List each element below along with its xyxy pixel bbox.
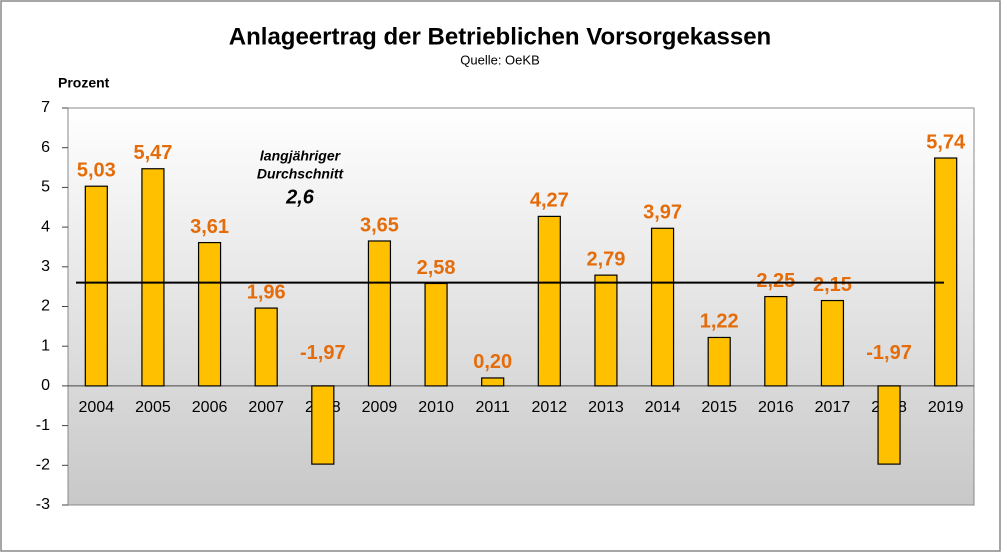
average-text: Durchschnitt [257,166,345,182]
value-label: 5,03 [77,159,116,181]
value-label: 2,15 [813,274,852,296]
bar [197,241,222,387]
x-tick-label: 2005 [135,399,171,416]
value-label: 2,58 [417,257,456,279]
y-tick-label: -1 [36,417,50,434]
x-tick-label: 2011 [475,399,510,416]
value-label: 4,27 [530,190,569,212]
value-label: 2,25 [756,270,795,292]
bar [311,385,335,465]
bar [537,215,561,387]
bar [934,157,958,387]
bar [877,385,901,465]
x-tick-label: 2010 [418,399,454,416]
x-tick-label: 2007 [248,399,284,416]
x-tick-label: 2004 [79,399,115,416]
value-label: 2,79 [586,248,625,270]
value-label: 3,65 [360,214,399,236]
value-label: 5,74 [926,131,966,153]
y-axis-label: Prozent [58,75,110,91]
x-tick-label: 2012 [532,399,568,416]
x-tick-label: 2006 [192,399,228,416]
value-label: 1,22 [700,311,739,333]
bar [820,299,845,387]
bar [594,274,618,387]
x-tick-label: 2009 [362,399,398,416]
x-tick-label: 2019 [928,399,964,416]
bar [254,307,278,387]
average-label: 2,6 [285,186,315,208]
average-text: langjähriger [260,148,342,164]
y-tick-label: 7 [41,99,50,116]
value-label: -1,97 [866,342,912,364]
bar [367,240,392,387]
bar [650,227,675,387]
x-tick-label: 2014 [645,399,681,416]
value-label: 5,47 [133,142,172,164]
y-tick-label: -3 [36,496,50,513]
bar [764,295,788,387]
y-tick-label: 6 [41,139,50,156]
y-tick-label: 3 [41,258,50,275]
subtitle: Quelle: OeKB [460,52,540,67]
x-tick-label: 2017 [815,399,851,416]
y-tick-label: 2 [41,298,50,315]
value-label: 3,97 [643,202,682,224]
bar [424,282,448,387]
bar [707,336,731,387]
chart-title: Anlageertrag der Betrieblichen Vorsorgek… [229,23,771,50]
x-tick-label: 2015 [701,399,737,416]
y-tick-label: 4 [41,218,50,235]
y-tick-label: -2 [36,457,50,474]
y-tick-label: 1 [41,337,50,354]
x-tick-label: 2013 [588,399,624,416]
y-tick-label: 0 [41,377,50,394]
bar [141,168,165,387]
value-label: -1,97 [300,342,346,364]
bar [84,185,108,387]
bar [481,377,505,387]
value-label: 0,20 [473,351,512,373]
value-label: 3,61 [190,216,229,238]
y-tick-label: 5 [41,179,50,196]
value-label: 1,96 [247,281,286,303]
x-tick-label: 2016 [758,399,794,416]
